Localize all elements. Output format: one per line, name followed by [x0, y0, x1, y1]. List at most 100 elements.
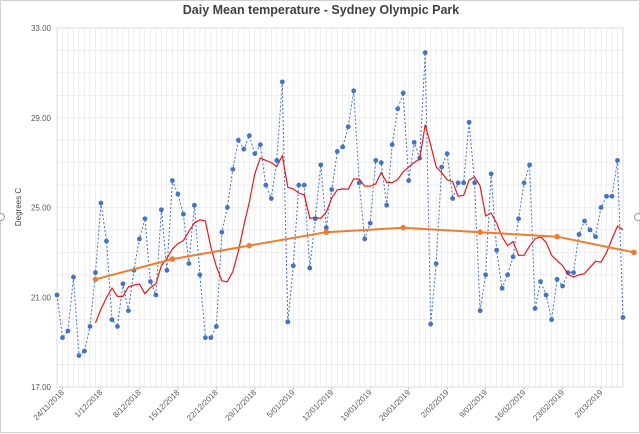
daily-mean-marker [362, 236, 368, 242]
daily-mean-line [56, 52, 624, 357]
x-tick-label: 26/01/2019 [377, 388, 412, 423]
daily-mean-marker [609, 193, 615, 199]
daily-mean-marker [576, 232, 582, 237]
daily-mean-marker [246, 133, 252, 139]
daily-mean-marker [510, 254, 516, 260]
daily-mean-marker [444, 151, 450, 157]
trend-marker [246, 242, 253, 249]
daily-mean-marker [82, 348, 87, 354]
daily-mean-marker [560, 283, 565, 289]
daily-mean-marker [538, 279, 543, 284]
daily-mean-marker [87, 324, 93, 329]
daily-mean-marker [213, 324, 219, 329]
daily-mean-marker [257, 142, 263, 148]
daily-mean-marker [433, 261, 439, 266]
daily-mean-marker [235, 137, 241, 143]
y-tick-label: 25.00 [31, 204, 52, 213]
resize-handle-right[interactable] [634, 213, 640, 221]
daily-mean-marker [384, 202, 390, 208]
daily-mean-marker [186, 261, 192, 266]
daily-mean-marker [472, 180, 478, 186]
daily-mean-marker [356, 180, 362, 186]
daily-mean-marker [148, 279, 153, 284]
daily-mean-marker [582, 218, 587, 224]
daily-mean-marker [554, 276, 560, 282]
daily-mean-marker [461, 180, 467, 186]
daily-mean-marker [455, 180, 461, 186]
x-tick-label: 5/01/2019 [265, 388, 297, 420]
daily-mean-marker [76, 353, 82, 358]
daily-mean-marker [175, 191, 181, 197]
daily-mean-marker [439, 164, 445, 170]
daily-mean-marker [164, 267, 170, 273]
x-tick-label: 12/01/2019 [300, 388, 335, 423]
daily-mean-marker [115, 324, 120, 329]
daily-mean-marker [521, 180, 527, 186]
daily-mean-marker [263, 182, 269, 188]
trend-marker [400, 224, 406, 231]
x-tick-label: 19/01/2019 [339, 388, 374, 423]
daily-mean-marker [307, 265, 313, 271]
trend-marker [554, 233, 560, 240]
series-group [54, 50, 637, 358]
daily-mean-marker [378, 160, 384, 166]
daily-mean-marker [65, 328, 71, 334]
daily-mean-marker [219, 229, 225, 235]
daily-mean-marker [543, 292, 549, 298]
daily-mean-marker [197, 272, 203, 278]
daily-mean-marker [340, 144, 346, 150]
daily-mean-marker [406, 178, 412, 183]
daily-mean-marker [565, 270, 571, 275]
daily-mean-marker [367, 220, 373, 226]
daily-mean-marker [373, 157, 379, 163]
daily-mean-marker [142, 216, 148, 222]
resize-handle-left[interactable] [0, 213, 5, 221]
daily-mean-marker [137, 236, 142, 242]
daily-mean-marker [389, 142, 395, 148]
daily-mean-marker [422, 50, 428, 56]
daily-mean-marker [334, 149, 340, 154]
trend-marker [323, 229, 330, 235]
y-tick-label: 29.00 [31, 114, 52, 123]
daily-mean-marker [499, 285, 505, 291]
daily-mean-marker [159, 207, 164, 213]
daily-mean-marker [571, 270, 576, 275]
daily-mean-marker [208, 335, 214, 341]
daily-mean-marker [411, 140, 417, 145]
daily-mean-marker [483, 272, 489, 278]
y-tick-label: 17.00 [31, 383, 52, 392]
daily-mean-marker [466, 119, 472, 125]
x-tick-label: 23/02/2019 [531, 388, 566, 423]
daily-mean-marker [323, 225, 329, 231]
x-tick-label: 29/12/2018 [224, 388, 259, 423]
daily-mean-marker [527, 162, 532, 168]
daily-mean-marker [104, 238, 109, 244]
daily-mean-marker [598, 205, 604, 210]
daily-mean-marker [494, 247, 500, 253]
daily-mean-marker [224, 205, 230, 210]
axes [56, 27, 624, 390]
daily-mean-marker [120, 281, 126, 287]
plot-border [56, 27, 624, 388]
trend-line [95, 226, 635, 281]
daily-mean-marker [593, 234, 598, 240]
trend-marker [169, 256, 176, 262]
daily-mean-marker [318, 162, 324, 168]
daily-mean-marker [109, 317, 115, 323]
x-tick-label: 15/12/2018 [147, 388, 182, 423]
gridlines [56, 27, 624, 388]
daily-mean-marker [604, 193, 609, 199]
daily-mean-marker [169, 178, 175, 183]
y-axis-title: Degrees C [14, 188, 23, 226]
daily-mean-marker [301, 182, 307, 188]
daily-mean-marker [505, 272, 511, 278]
daily-mean-marker [93, 270, 98, 275]
daily-mean-marker [351, 88, 357, 94]
daily-mean-marker [450, 196, 456, 201]
daily-mean-marker [241, 146, 247, 152]
daily-mean-marker [60, 335, 65, 341]
daily-mean-marker [230, 166, 236, 172]
daily-mean-marker [296, 182, 302, 188]
